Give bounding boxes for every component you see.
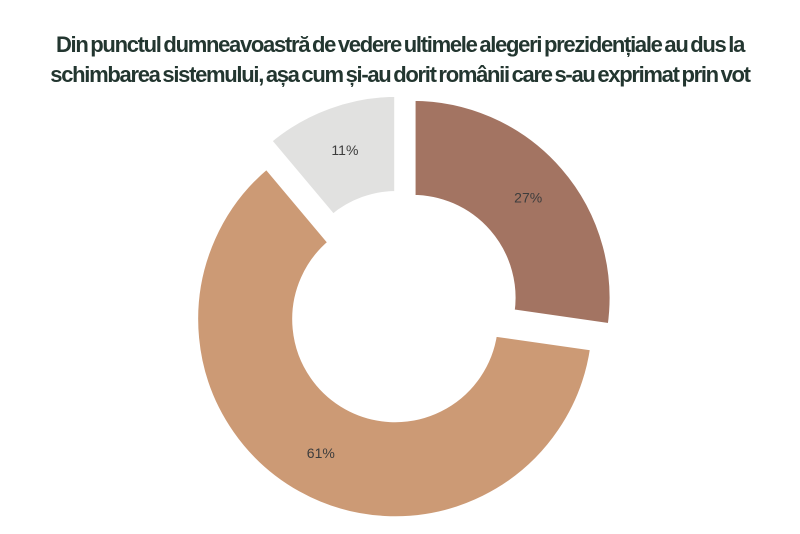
slice-label-27%: 27% xyxy=(514,190,542,206)
chart-question-line1: Din punctul dumneavoastră de vedere ulti… xyxy=(55,32,745,57)
donut-slice-11% xyxy=(264,90,401,222)
chart-question-line2: schimbarea sistemului, așa cum și-au dor… xyxy=(50,62,751,87)
chart-question: Din punctul dumneavoastră de vedere ulti… xyxy=(0,30,800,90)
donut-slice-61% xyxy=(192,161,597,523)
donut-slice-27% xyxy=(409,94,616,330)
slice-label-11%: 11% xyxy=(331,142,358,158)
slice-label-61%: 61% xyxy=(307,445,335,461)
